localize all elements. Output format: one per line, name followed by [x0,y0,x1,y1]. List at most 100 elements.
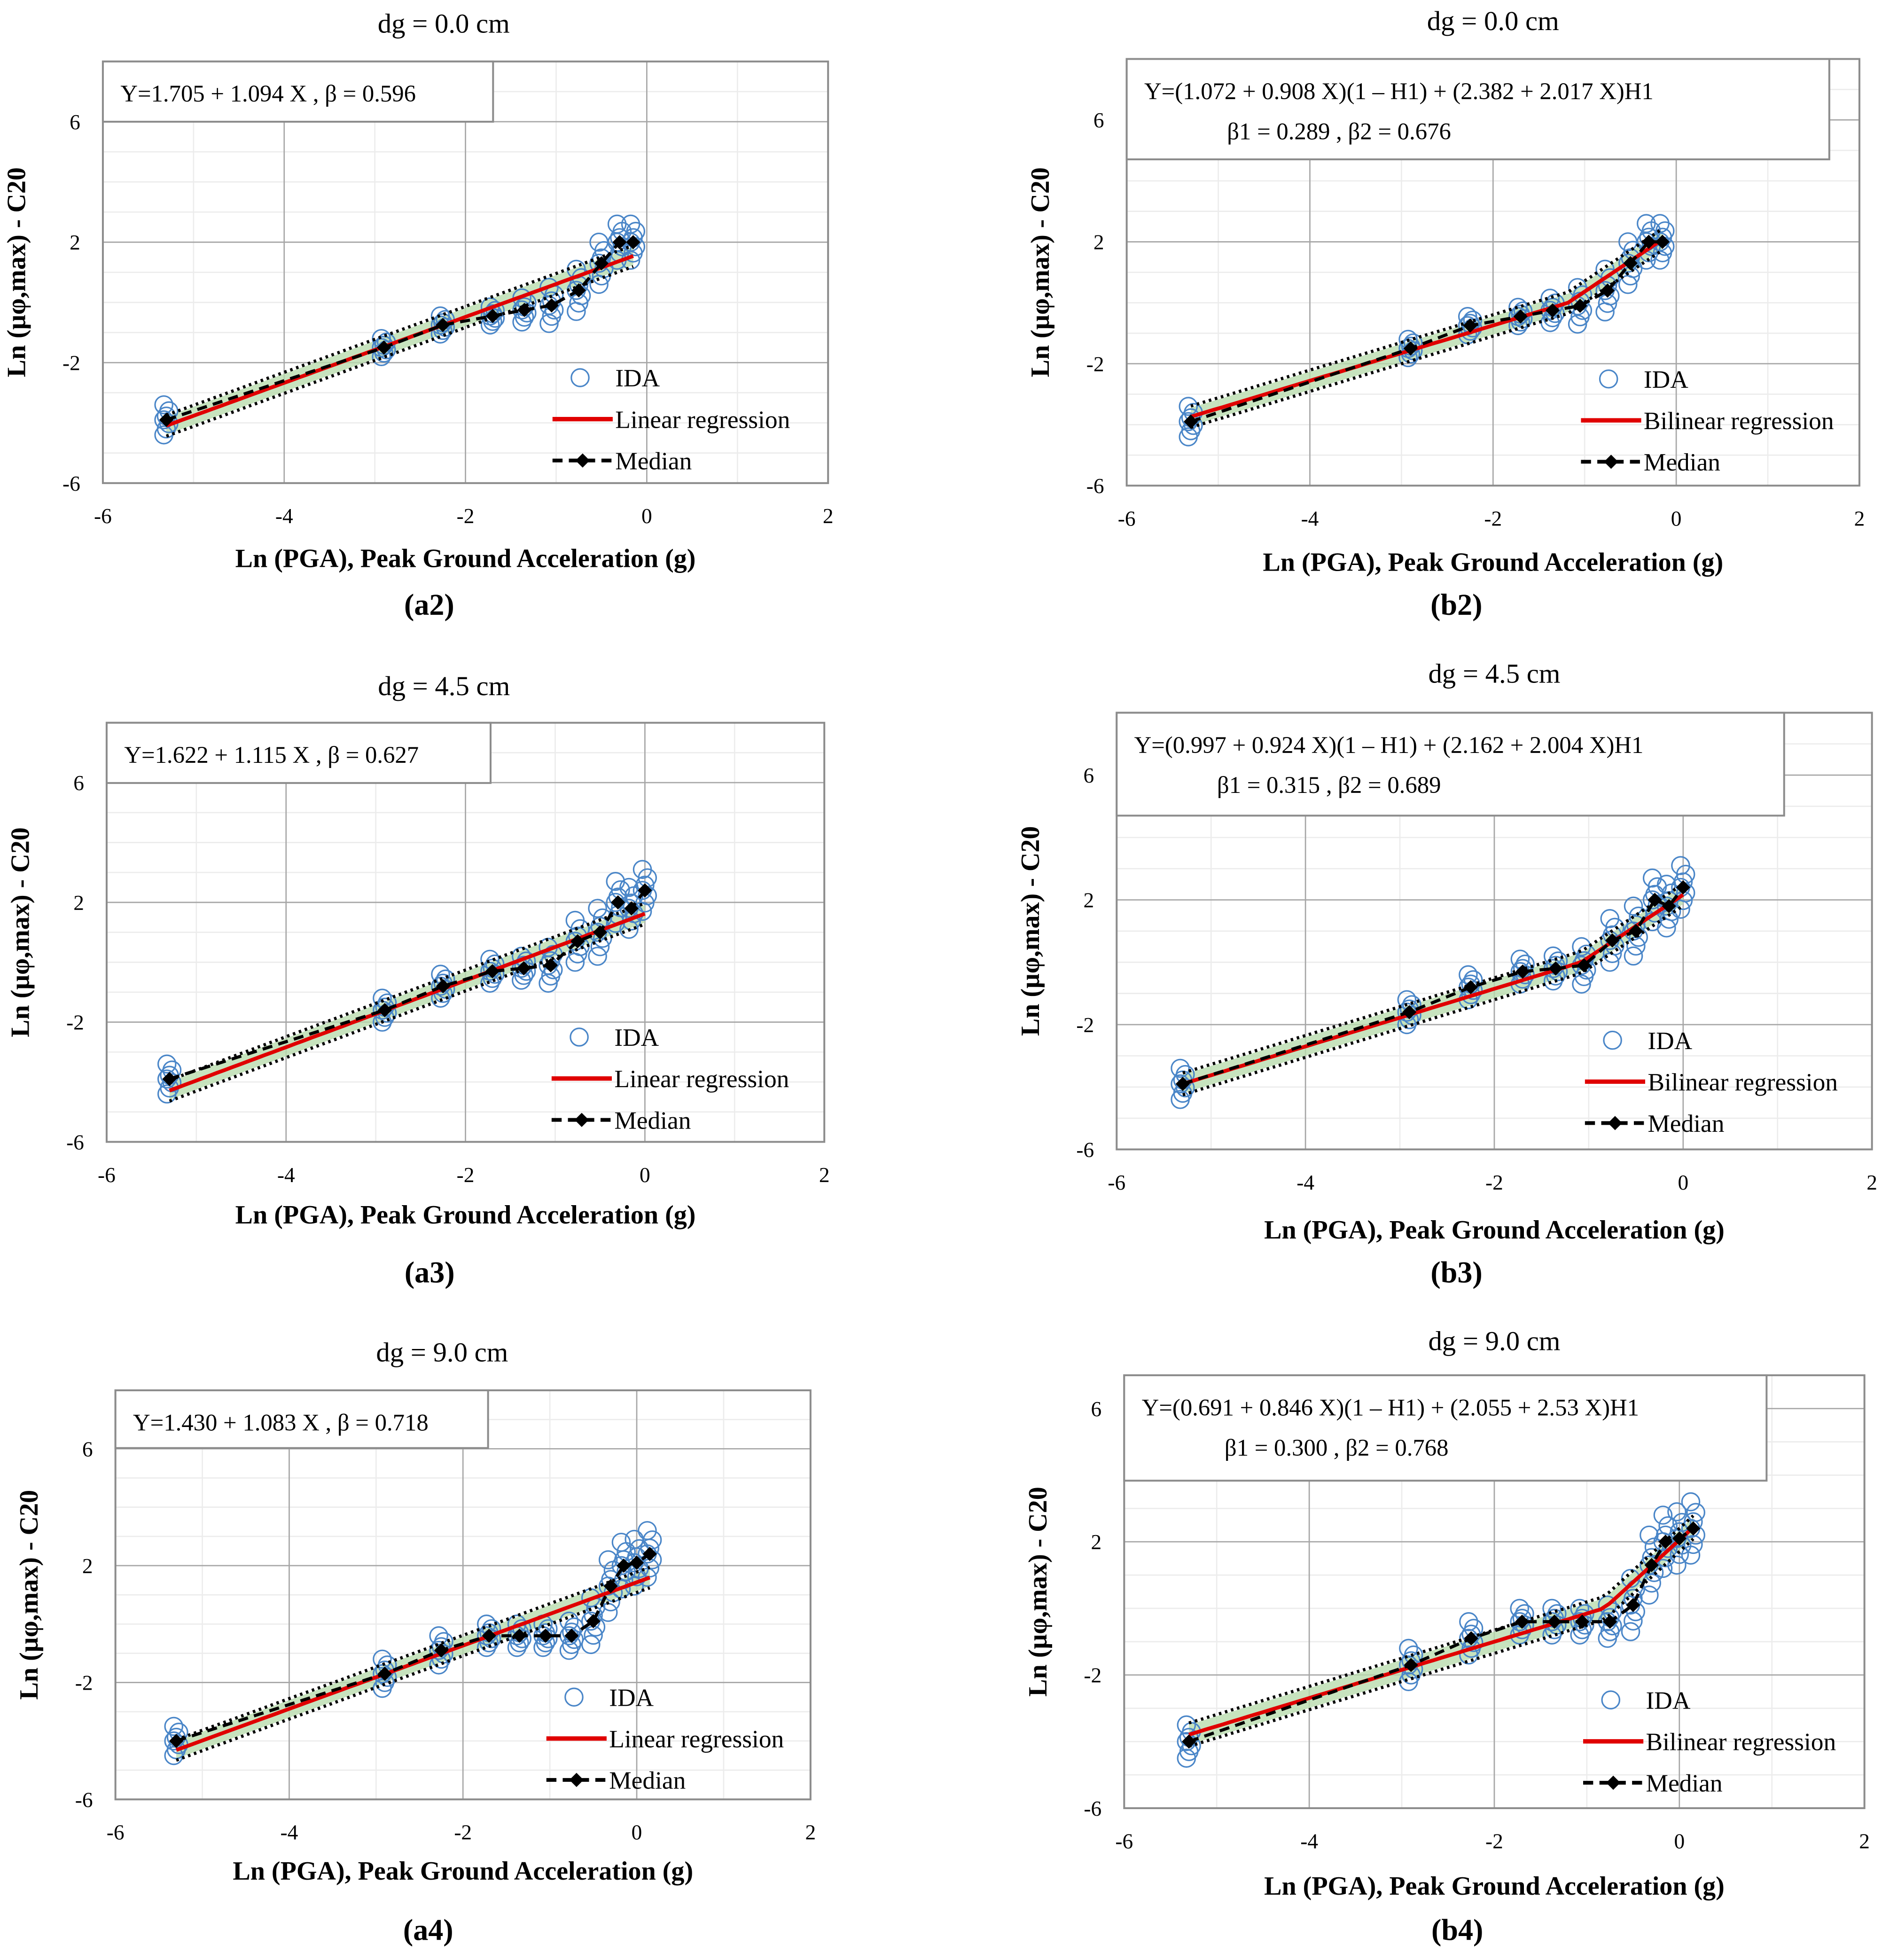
ida-point [1600,909,1620,928]
ida-point [1624,1611,1643,1631]
ida-point [1603,1616,1622,1636]
x-tick-label: -2 [1484,507,1502,531]
ida-point [619,878,639,897]
median-point [1513,309,1528,324]
x-axis-label: Ln (PGA), Peak Ground Acceleration (g) [1264,1215,1725,1245]
x-tick-label: -4 [1301,507,1319,531]
x-tick-label: -4 [275,504,293,528]
chart-panel-b4: -6 -4 -2 0 2 -6 -2 2 6 Y=(0.691 + 0.846 X)(1 – H1… [1023,1326,1870,1947]
y-tick-label: -2 [1084,1664,1101,1687]
legend-ida-label: IDA [614,1023,659,1051]
median-point [543,958,558,972]
ida-point [1670,1544,1689,1564]
ida-point [1598,1595,1617,1615]
median-point [485,964,500,979]
chart-panel-a2: -6 -4 -2 0 2 -6 -2 2 6 Y=1.705 + 1.094 X , β = 0.… [2,8,833,621]
median-point [1182,1734,1196,1749]
median-point [436,979,450,994]
y-tick-label: -2 [1076,1013,1094,1037]
x-tick-label: -6 [98,1163,116,1187]
ida-point [621,214,640,234]
median-point [376,340,391,355]
x-tick-label: -6 [94,504,112,528]
legend-median-label: Median [1644,448,1720,476]
upper-dotted-line [169,902,646,1082]
equation-box [102,60,494,123]
ida-point [1658,1516,1678,1536]
legend-ida-marker [1599,369,1618,389]
y-tick-label: 6 [82,1437,93,1461]
legend-median-diamond [575,453,590,468]
panel-caption: (b2) [1430,588,1482,621]
y-tick-label: 2 [70,231,80,254]
ida-point [1459,1612,1478,1631]
ida-point [1640,1585,1659,1605]
median-point [564,1629,579,1643]
ida-point [429,1626,448,1646]
ida-point [588,947,607,966]
legend-ida-marker [570,368,590,387]
y-tick-label: -2 [1086,353,1104,376]
ida-point [1464,1633,1484,1652]
median-point [159,413,174,427]
ida-point [1684,1535,1703,1554]
median-point [611,895,625,909]
y-tick-label: 2 [1091,1530,1102,1554]
legend-median-label: Median [1648,1109,1724,1137]
y-tick-label: 6 [70,110,80,134]
x-tick-label: 2 [1859,1829,1870,1853]
regression-line [1190,238,1663,419]
x-tick-label: -4 [1296,1171,1314,1194]
lower-dotted-line [165,265,634,438]
equation-text: Y=1.705 + 1.094 X , β = 0.596 [120,80,416,107]
chart-panel-a4: -6 -4 -2 0 2 -6 -2 2 6 Y=1.430 + 1.083 X , β = 0.… [15,1337,816,1947]
ida-point [642,1530,662,1550]
median-point [538,1629,553,1643]
legend-ida-label: IDA [1644,365,1688,393]
legend-ida-label: IDA [609,1683,654,1711]
x-axis-label: Ln (PGA), Peak Ground Acceleration (g) [235,1200,696,1230]
ida-point [1667,1502,1687,1521]
ida-point [1671,856,1690,875]
y-tick-label: -6 [1086,474,1104,498]
y-axis-label: Ln (μφ,max) - C20 [1023,1487,1053,1697]
legend-ida-marker [564,1687,584,1707]
median-point [162,1072,177,1086]
ida-point [154,395,173,415]
lower-dotted-line [1190,249,1663,429]
median-point [1175,1076,1190,1091]
ida-point [588,899,607,918]
x-axis-label: Ln (PGA), Peak Ground Acceleration (g) [233,1857,693,1886]
y-tick-label: -2 [75,1671,93,1695]
median-point [594,256,609,271]
y-tick-label: -6 [62,472,80,495]
x-axis-label: Ln (PGA), Peak Ground Acceleration (g) [1264,1872,1725,1901]
x-tick-label: 0 [632,1821,642,1844]
equation-text: Y=1.430 + 1.083 X , β = 0.718 [133,1409,429,1435]
ida-point [607,214,627,234]
chart-title: dg = 4.5 cm [1428,658,1560,689]
ida-point [1686,1503,1705,1522]
chart-title: dg = 0.0 cm [378,8,510,39]
confidence-band [1183,885,1683,1094]
y-tick-label: 6 [1084,764,1094,787]
equation-text: β1 = 0.315 , β2 = 0.689 [1217,772,1441,798]
median-point [1648,893,1662,907]
chart-title: dg = 9.0 cm [376,1337,508,1368]
median-point [482,1629,496,1643]
x-tick-label: -6 [1115,1829,1133,1853]
panel-caption: (b4) [1431,1913,1483,1946]
equation-text: Y=1.622 + 1.115 X , β = 0.627 [124,742,419,768]
panel-caption: (a4) [403,1913,453,1946]
y-axis-label: Ln (μφ,max) - C20 [15,1490,44,1700]
ida-point [1572,974,1591,994]
x-tick-label: 2 [805,1821,816,1844]
x-tick-label: 0 [640,1163,650,1187]
x-tick-label: -4 [1300,1829,1318,1853]
regression-line [1188,1526,1695,1737]
equation-box [105,721,492,784]
y-tick-label: -2 [66,1011,84,1035]
equation-text: Y=(0.691 + 0.846 X)(1 – H1) + (2.055 + 2… [1142,1394,1639,1420]
x-tick-label: -6 [107,1821,125,1844]
legend-median-label: Median [1646,1769,1723,1797]
